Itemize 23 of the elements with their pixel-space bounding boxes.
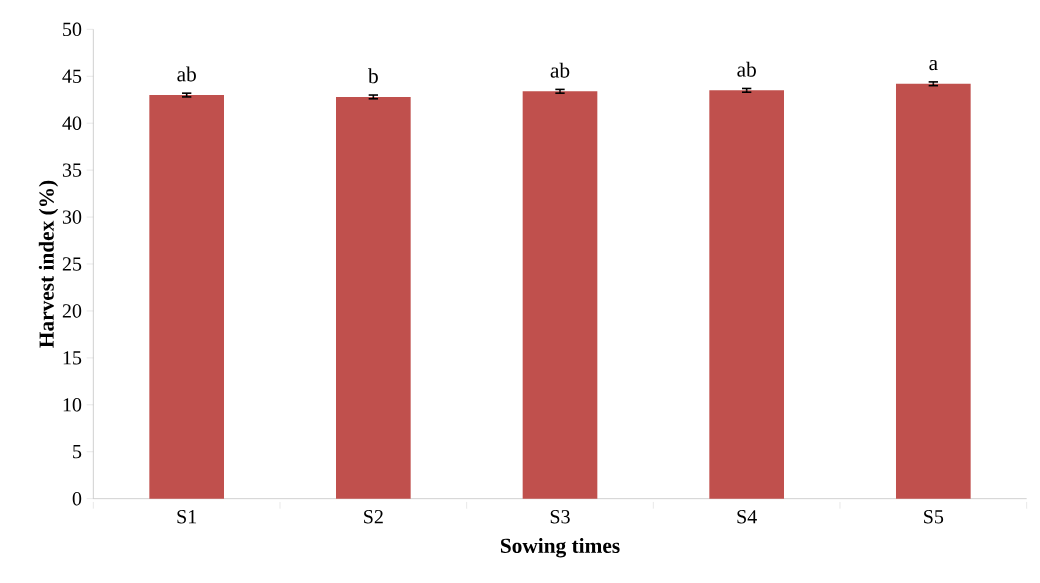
- y-axis-title: Harvest index (%): [38, 180, 59, 348]
- y-tick-label: 50: [63, 22, 82, 37]
- x-tick-label: S4: [737, 510, 757, 524]
- annotation: a: [929, 60, 938, 71]
- x-tick-label: S5: [924, 510, 944, 524]
- annotation: b: [368, 68, 378, 84]
- y-tick-label: 25: [62, 257, 82, 271]
- x-tick-label: S2: [364, 510, 383, 524]
- annotation: ab: [737, 61, 756, 77]
- y-tick-label: 45: [62, 69, 82, 84]
- x-axis-title: Sowing times: [500, 538, 620, 558]
- y-tick-label: 40: [62, 116, 82, 131]
- y-tick-label: 5: [73, 445, 82, 459]
- y-tick-label: 0: [72, 492, 82, 506]
- y-tick-label: 20: [62, 304, 82, 318]
- x-tick-label: S3: [550, 510, 570, 524]
- y-tick-label: 30: [62, 210, 82, 224]
- annotation: ab: [177, 66, 196, 82]
- y-tick-label: 10: [63, 398, 82, 412]
- y-tick-label: 15: [63, 351, 82, 365]
- y-tick-label: 35: [62, 163, 82, 178]
- x-tick-label: S1: [177, 510, 197, 524]
- annotation: ab: [550, 62, 570, 78]
